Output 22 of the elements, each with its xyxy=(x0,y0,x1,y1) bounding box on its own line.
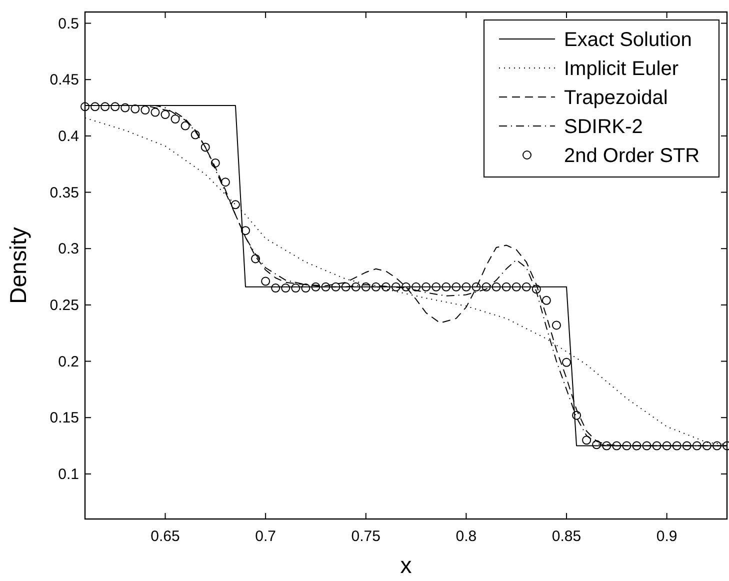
x-tick-label: 0.65 xyxy=(150,528,180,545)
x-axis-title: x xyxy=(400,552,412,578)
y-axis-title: Density xyxy=(5,226,31,304)
y-tick-label: 0.5 xyxy=(58,15,79,32)
legend-label: 2nd Order STR xyxy=(564,145,700,167)
y-tick-label: 0.2 xyxy=(58,353,79,370)
legend-label: Exact Solution xyxy=(564,29,692,51)
x-tick-label: 0.8 xyxy=(456,528,477,545)
y-tick-label: 0.3 xyxy=(58,240,79,258)
y-tick-label: 0.1 xyxy=(58,466,79,483)
y-tick-label: 0.45 xyxy=(50,72,79,89)
y-tick-label: 0.15 xyxy=(50,410,79,427)
legend-label: SDIRK-2 xyxy=(564,116,643,138)
x-tick-label: 0.75 xyxy=(351,528,380,545)
y-tick-label: 0.35 xyxy=(50,184,79,202)
legend-label: Implicit Euler xyxy=(564,58,679,80)
y-tick-label: 0.25 xyxy=(50,296,79,314)
y-tick-label: 0.4 xyxy=(58,128,79,145)
x-tick-label: 0.9 xyxy=(656,528,678,545)
x-tick-label: 0.85 xyxy=(552,528,582,545)
legend-label: Trapezoidal xyxy=(564,87,668,109)
x-tick-label: 0.7 xyxy=(255,528,276,545)
